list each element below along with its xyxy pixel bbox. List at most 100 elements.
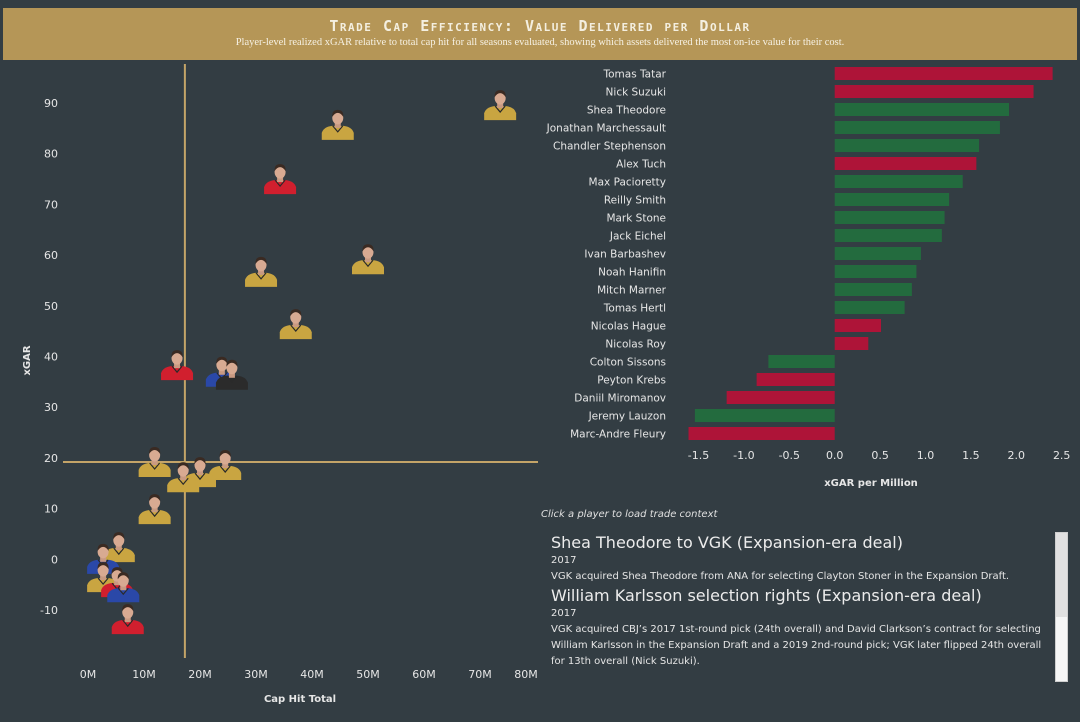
- player-bar-label[interactable]: Nicolas Roy: [605, 339, 666, 351]
- player-bar-label[interactable]: Tomas Hertl: [603, 303, 666, 315]
- player-bar-label[interactable]: Tomas Tatar: [602, 69, 666, 81]
- player-bar-label[interactable]: Marc-Andre Fleury: [570, 429, 666, 441]
- player-bar[interactable]: [834, 247, 921, 260]
- trade-title: Shea Theodore to VGK (Expansion-era deal…: [551, 533, 903, 552]
- collar-shape: [177, 477, 189, 486]
- jersey-shape: [161, 366, 194, 381]
- jersey-shape: [321, 125, 354, 140]
- player-bar[interactable]: [726, 391, 835, 404]
- player-headshot-point[interactable]: [245, 256, 278, 287]
- collar-shape: [494, 105, 506, 114]
- player-bar[interactable]: [834, 283, 912, 296]
- player-bar-label[interactable]: Colton Sissons: [590, 357, 666, 369]
- context-scrollbar[interactable]: [1055, 532, 1068, 682]
- player-bar[interactable]: [834, 103, 1010, 116]
- x-tick-label: 20M: [188, 668, 212, 681]
- player-bar-label[interactable]: Peyton Krebs: [597, 375, 666, 387]
- player-headshot-point[interactable]: [138, 446, 171, 477]
- hair-shape: [113, 532, 125, 540]
- player-headshot-point[interactable]: [215, 359, 248, 390]
- scrollbar-thumb[interactable]: [1056, 533, 1067, 617]
- trade-description: VGK acquired CBJ’s 2017 1st-round pick (…: [551, 624, 1042, 667]
- player-bar[interactable]: [834, 139, 980, 152]
- player-headshot-point[interactable]: [161, 350, 194, 381]
- neck-shape: [151, 459, 158, 465]
- x-tick-label: 0.0: [826, 449, 844, 462]
- x-tick-label: 1.0: [917, 449, 935, 462]
- player-bar[interactable]: [834, 121, 1000, 134]
- player-bar-label[interactable]: Noah Hanifin: [598, 267, 666, 279]
- player-headshot-point[interactable]: [264, 164, 297, 195]
- collar-shape: [219, 465, 231, 473]
- collar-shape: [149, 462, 161, 470]
- player-bar[interactable]: [768, 355, 835, 368]
- player-headshot-point[interactable]: [138, 494, 171, 525]
- player-headshot-point[interactable]: [279, 309, 312, 340]
- x-tick-label: 0.5: [871, 449, 889, 462]
- player-bar[interactable]: [834, 211, 945, 224]
- player-bar-label[interactable]: Chandler Stephenson: [553, 141, 666, 153]
- player-bar-label[interactable]: Nick Suzuki: [606, 87, 666, 99]
- player-headshot-point[interactable]: [484, 90, 517, 121]
- player-headshot-point[interactable]: [167, 462, 200, 493]
- player-bar[interactable]: [834, 175, 963, 188]
- player-bar-label[interactable]: Alex Tuch: [616, 159, 666, 171]
- player-headshot-point[interactable]: [209, 450, 242, 481]
- player-bar-label[interactable]: Mitch Marner: [597, 285, 667, 297]
- player-bar[interactable]: [756, 373, 835, 386]
- jersey-shape: [111, 620, 144, 635]
- neck-shape: [115, 545, 122, 551]
- player-bar[interactable]: [834, 193, 950, 206]
- player-bar-label[interactable]: Jonathan Marchessault: [546, 123, 666, 135]
- player-bar[interactable]: [834, 67, 1053, 80]
- dashboard-header: Trade Cap Efficiency: Value Delivered pe…: [3, 8, 1077, 60]
- hair-shape: [216, 356, 228, 364]
- hair-shape: [494, 90, 506, 98]
- player-bar[interactable]: [688, 427, 835, 440]
- jersey-shape: [102, 548, 135, 563]
- player-headshot-point[interactable]: [321, 109, 354, 140]
- xgar-per-million-bar-chart[interactable]: Tomas Tatar Nick Suzuki Shea Theodore Jonat…: [540, 60, 1080, 500]
- hair-shape: [111, 567, 123, 575]
- collar-shape: [226, 375, 238, 383]
- player-bar-label[interactable]: Mark Stone: [606, 213, 666, 225]
- player-headshot-point[interactable]: [107, 572, 140, 603]
- player-bar[interactable]: [694, 409, 835, 422]
- player-bar[interactable]: [834, 319, 882, 332]
- trade-description: VGK acquired Shea Theodore from ANA for …: [551, 571, 1010, 582]
- neck-shape: [228, 372, 235, 378]
- trade-title: William Karlsson selection rights (Expan…: [551, 586, 982, 605]
- player-bar[interactable]: [834, 85, 1034, 98]
- hair-shape: [97, 543, 109, 551]
- x-tick-label: -0.5: [779, 449, 800, 462]
- y-tick-label: 60: [44, 249, 58, 262]
- player-bar-label[interactable]: Daniil Miromanov: [574, 393, 666, 405]
- collar-shape: [149, 509, 161, 518]
- player-bar[interactable]: [834, 229, 942, 242]
- player-bar-label[interactable]: Ivan Barbashev: [584, 249, 666, 261]
- cap-hit-vs-xgar-scatter[interactable]: 90 80 70 60 50 40 30 20 10 0 -10 0M 10M 20M 30M 40M 50M 6…: [0, 60, 540, 722]
- face-shape: [97, 545, 109, 559]
- collar-shape: [97, 577, 109, 586]
- player-headshot-point[interactable]: [102, 532, 135, 563]
- player-bar-label[interactable]: Jeremy Lauzon: [588, 411, 666, 423]
- neck-shape: [100, 556, 107, 562]
- neck-shape: [124, 617, 131, 623]
- player-bar[interactable]: [834, 337, 869, 350]
- hair-shape: [177, 462, 189, 470]
- jersey-shape: [107, 588, 140, 603]
- player-bar-label[interactable]: Max Pacioretty: [589, 177, 666, 189]
- player-headshot-point[interactable]: [352, 244, 384, 275]
- neck-shape: [497, 103, 504, 109]
- player-headshot-point[interactable]: [111, 604, 144, 635]
- player-bar-label[interactable]: Jack Eichel: [609, 231, 666, 243]
- player-bar[interactable]: [834, 301, 905, 314]
- collar-shape: [117, 587, 129, 596]
- player-bar-label[interactable]: Nicolas Hague: [591, 321, 666, 333]
- player-bar[interactable]: [834, 265, 917, 278]
- y-axis-title: xGAR: [22, 345, 33, 375]
- player-bar[interactable]: [834, 157, 977, 170]
- player-bar-label[interactable]: Reilly Smith: [604, 195, 666, 207]
- player-bar-label[interactable]: Shea Theodore: [587, 105, 666, 117]
- x-tick-label: 2.5: [1053, 449, 1071, 462]
